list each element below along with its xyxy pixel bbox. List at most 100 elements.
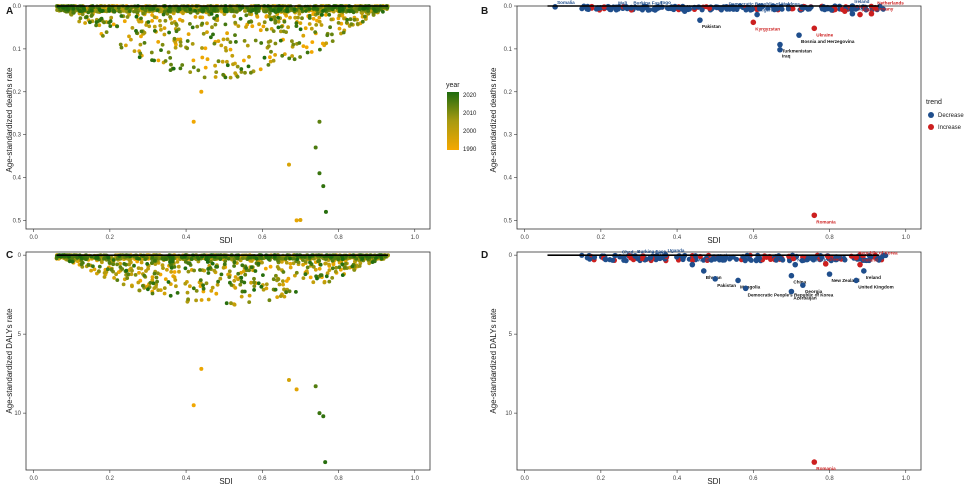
panel-a-data-point (303, 26, 308, 31)
panel-b-data-point (671, 6, 677, 13)
panel-c-data-point (223, 259, 228, 263)
panel-d-data-point (805, 256, 811, 262)
panel-c-data-point (172, 275, 177, 279)
panel-d-country-label: Romania (816, 466, 836, 471)
panel-c-data-point (198, 278, 203, 282)
panel-a-data-point (168, 56, 173, 60)
panel-c-data-point (242, 280, 247, 285)
panel-a-data-point (185, 39, 190, 43)
panel-a-data-point (238, 16, 243, 21)
panel-a-data-point (298, 21, 303, 25)
panel-a-data-point (185, 46, 190, 51)
panel-a-data-point (385, 6, 390, 10)
panel-a-data-point (97, 23, 102, 28)
panel-c-data-point (206, 297, 211, 302)
panel-a-data-point (268, 55, 272, 60)
panel-d-data-point (704, 257, 710, 263)
panel-b-country-label: Ireland (854, 0, 869, 4)
panel-a-data-point (250, 24, 255, 29)
panel-c-data-point (194, 298, 199, 303)
panel-c-data-point (271, 277, 276, 282)
panel-c-data-point (153, 258, 157, 263)
panel-a-data-point (211, 32, 215, 37)
panel-a-y-tick-label: 0.5 (13, 218, 22, 224)
panel-a-data-point (149, 50, 154, 55)
panel-d-data-point (773, 257, 779, 263)
panel-c-data-point (70, 259, 75, 264)
panel-b-country-point (811, 212, 818, 219)
panel-a-data-point (299, 6, 304, 11)
panel-a-data-point (212, 8, 217, 13)
panel-c-data-point (283, 257, 288, 261)
panel-a-data-point (205, 57, 210, 62)
panel-c-data-point (198, 268, 202, 272)
panel-c-data-point (233, 286, 238, 290)
panel-c-data-point (188, 284, 192, 289)
panel-a-data-point (232, 14, 237, 19)
panel-b-data-point (585, 6, 592, 12)
panel-a-data-point (266, 63, 271, 67)
panel-tag-a: A (6, 6, 13, 17)
panel-a-outlier-point (294, 218, 299, 223)
panel-a-outlier-point (191, 119, 196, 124)
panel-a-data-point (293, 15, 298, 20)
panel-a-data-point (180, 63, 185, 67)
panel-c-data-point (264, 282, 269, 287)
panel-c-data-point (205, 260, 210, 264)
panel-a-data-point (290, 39, 294, 43)
panel-c-data-point (150, 261, 154, 265)
panel-c-data-point (122, 262, 127, 266)
panel-c-data-point (191, 286, 196, 291)
panel-c-data-point (83, 257, 88, 261)
panel-c-data-point (162, 291, 167, 296)
panel-a-data-point (348, 17, 353, 22)
panel-a-data-point (137, 19, 142, 24)
panel-a-data-point (98, 8, 102, 12)
panel-tag-c: C (6, 250, 13, 261)
panel-a-data-point (59, 8, 63, 13)
panel-a-data-point (178, 66, 183, 71)
panel-a-data-point (267, 14, 272, 19)
panel-a-data-point (376, 7, 381, 11)
year-colorbar (447, 92, 459, 150)
panel-c-data-point (324, 274, 329, 279)
panel-a-data-point (220, 59, 225, 64)
panel-a-data-point (234, 9, 239, 14)
panel-a-data-point (205, 21, 209, 26)
panel-c-data-point (233, 275, 238, 279)
panel-a-data-point (271, 8, 276, 13)
panel-a-data-point (104, 30, 109, 34)
panel-a-data-point (223, 75, 228, 80)
panel-a-data-point (349, 22, 354, 26)
panel-c-data-point (80, 261, 85, 265)
panel-c-data-point (222, 262, 227, 266)
panel-c-data-point (287, 289, 292, 294)
panel-a-data-point (311, 16, 316, 21)
panel-c-data-point (111, 258, 116, 262)
panel-c-data-point (281, 279, 285, 283)
panel-d-country-point (800, 282, 806, 288)
panel-a-data-point (355, 22, 360, 26)
panel-a-data-point (309, 50, 314, 54)
panel-c-data-point (256, 261, 261, 266)
panel-a-data-point (319, 13, 324, 17)
panel-c-data-point (333, 269, 338, 274)
panel-a-data-point (228, 75, 233, 80)
panel-b-data-point (646, 7, 653, 13)
panel-c-data-point (127, 258, 132, 262)
panel-a-data-point (168, 15, 173, 19)
panel-c-data-point (244, 266, 249, 270)
panel-a-data-point (336, 21, 341, 25)
panel-a-data-point (337, 9, 342, 14)
panel-a-data-point (225, 37, 230, 42)
panel-c-data-point (148, 281, 153, 285)
panel-a-data-point (112, 9, 117, 14)
panel-c-outlier-point (313, 384, 318, 389)
panel-d-data-point (639, 256, 645, 262)
panel-a-data-point (352, 17, 357, 22)
panel-a-data-point (168, 68, 173, 72)
panel-c-data-point (145, 262, 150, 266)
panel-c-data-point (252, 288, 256, 292)
panel-a-data-point (127, 9, 132, 14)
panel-c-data-point (126, 272, 131, 277)
